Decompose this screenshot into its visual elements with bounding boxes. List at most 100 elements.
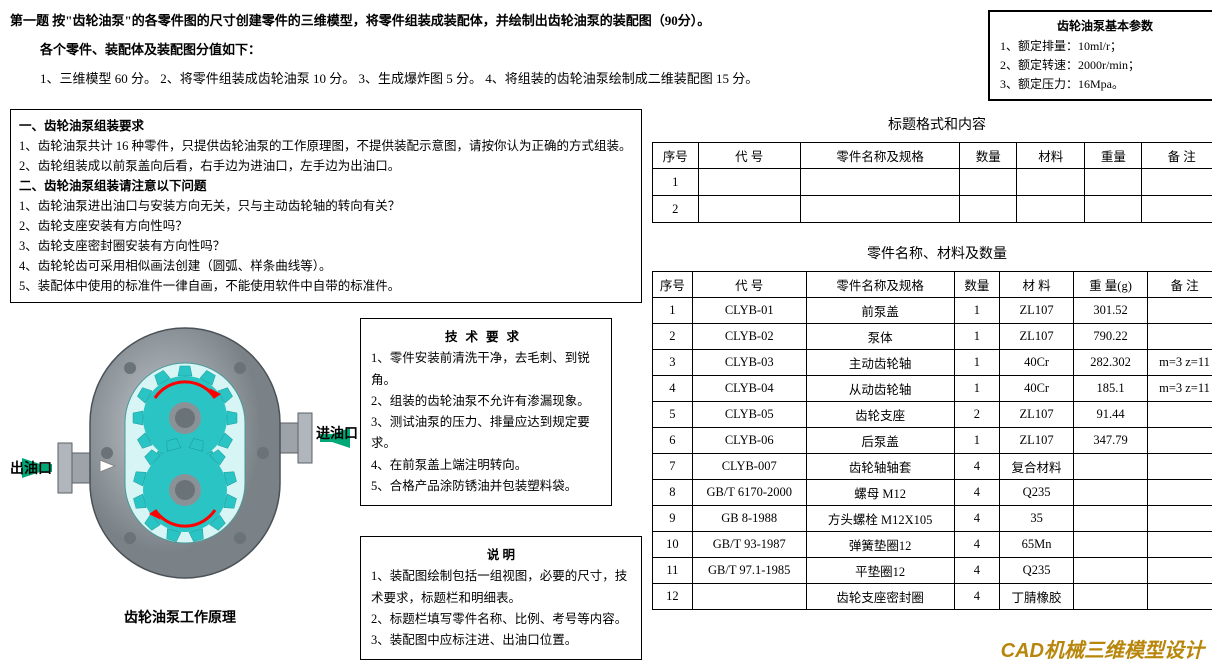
req-r2: 2、齿轮组装成以前泵盖向后看，右手边为进油口，左手边为出油口。	[19, 156, 633, 176]
table-cell: m=3 z=11	[1148, 376, 1212, 402]
table-cell: 方头螺栓 M12X105	[806, 506, 954, 532]
table-header: 序号	[653, 272, 693, 298]
table-row: 7CLYB-007齿轮轴轴套4复合材料	[653, 454, 1212, 480]
table-cell: GB 8-1988	[692, 506, 806, 532]
table-cell: Q235	[1000, 480, 1074, 506]
table-cell: 1	[954, 298, 1000, 324]
param-item: 1、额定排量：10ml/r；	[1000, 37, 1210, 54]
table-header: 材 料	[1000, 272, 1074, 298]
parts-table: 序号代 号零件名称及规格数量材 料重 量(g)备 注 1CLYB-01前泵盖1Z…	[652, 271, 1212, 610]
table-cell: 3	[653, 350, 693, 376]
table-cell	[1148, 428, 1212, 454]
table-cell	[698, 169, 800, 196]
table-cell: 1	[954, 376, 1000, 402]
table-cell: 4	[653, 376, 693, 402]
table-cell: GB/T 93-1987	[692, 532, 806, 558]
table-cell	[1148, 480, 1212, 506]
header: 第一题 按"齿轮油泵"的各零件图的尺寸创建零件的三维模型，将零件组装成装配体，并…	[10, 10, 1212, 101]
table-cell: 弹簧垫圈12	[806, 532, 954, 558]
table-row: 2CLYB-02泵体1ZL107790.22	[653, 324, 1212, 350]
req-q3: 3、齿轮支座密封圈安装有方向性吗？	[19, 236, 633, 256]
table-row: 9GB 8-1988方头螺栓 M12X105435	[653, 506, 1212, 532]
table-header: 数量	[960, 143, 1017, 169]
scoring: 1、三维模型 60 分。 2、将零件组装成齿轮油泵 10 分。 3、生成爆炸图 …	[40, 68, 988, 87]
params-box: 齿轮油泵基本参数 1、额定排量：10ml/r； 2、额定转速：2000r/min…	[988, 10, 1212, 101]
table-row: 6CLYB-06后泵盖1ZL107347.79	[653, 428, 1212, 454]
table-cell: 4	[954, 506, 1000, 532]
table-cell: 1	[653, 298, 693, 324]
parts-table-title: 零件名称、材料及数量	[652, 243, 1212, 263]
table-cell	[1017, 169, 1085, 196]
table-cell: 齿轮轴轴套	[806, 454, 954, 480]
table-row: 8GB/T 6170-2000螺母 M124Q235	[653, 480, 1212, 506]
table-cell	[960, 169, 1017, 196]
table-cell	[1074, 532, 1148, 558]
table-cell: 2	[954, 402, 1000, 428]
table-header: 数量	[954, 272, 1000, 298]
param-item: 3、额定压力：16Mpa。	[1000, 75, 1210, 92]
table-cell	[1142, 196, 1212, 223]
table-cell	[800, 169, 959, 196]
table-cell: 4	[954, 532, 1000, 558]
table-cell: 7	[653, 454, 693, 480]
table-cell: 主动齿轮轴	[806, 350, 954, 376]
table-cell: Q235	[1000, 558, 1074, 584]
table-cell: 2	[653, 196, 699, 223]
table-cell	[1074, 480, 1148, 506]
tech-item: 5、合格产品涂防锈油并包装塑料袋。	[371, 476, 601, 497]
table-cell: 从动齿轮轴	[806, 376, 954, 402]
pump-svg	[10, 318, 350, 598]
table-header: 代 号	[692, 272, 806, 298]
out-label: 出油口	[10, 458, 52, 478]
table-cell: ZL107	[1000, 324, 1074, 350]
table-row: 1	[653, 169, 1212, 196]
req-q5: 5、装配体中使用的标准件一律自画，不能使用软件中自带的标准件。	[19, 276, 633, 296]
watermark: CAD机械三维模型设计	[1001, 634, 1204, 663]
table-cell: CLYB-02	[692, 324, 806, 350]
table-cell: 前泵盖	[806, 298, 954, 324]
table-cell: 齿轮支座密封圈	[806, 584, 954, 610]
table-row: 10GB/T 93-1987弹簧垫圈12465Mn	[653, 532, 1212, 558]
req-t1: 一、齿轮油泵组装要求	[19, 116, 633, 136]
table-cell	[1017, 196, 1085, 223]
req-r1: 1、齿轮油泵共计 16 种零件，只提供齿轮油泵的工作原理图，不提供装配示意图，请…	[19, 136, 633, 156]
table-row: 11GB/T 97.1-1985平垫圈124Q235	[653, 558, 1212, 584]
table-cell	[1148, 532, 1212, 558]
table-cell	[1148, 402, 1212, 428]
tech-item: 4、在前泵盖上端注明转向。	[371, 455, 601, 476]
table-cell: 1	[954, 428, 1000, 454]
table-cell	[1148, 298, 1212, 324]
table-cell	[1074, 454, 1148, 480]
table-cell: 5	[653, 402, 693, 428]
table-header: 重 量(g)	[1074, 272, 1148, 298]
table-cell: 790.22	[1074, 324, 1148, 350]
q-prefix: 第一题	[10, 13, 49, 28]
title-table: 序号代 号零件名称及规格数量材料重量备 注 12	[652, 142, 1212, 223]
req-q1: 1、齿轮油泵进出油口与安装方向无关，只与主动齿轮轴的转向有关？	[19, 196, 633, 216]
table-cell: 347.79	[1074, 428, 1148, 454]
table-cell: 9	[653, 506, 693, 532]
table-cell	[692, 584, 806, 610]
table-cell	[800, 196, 959, 223]
table-cell: 8	[653, 480, 693, 506]
table-cell	[1074, 558, 1148, 584]
table-cell: 185.1	[1074, 376, 1148, 402]
pump-diagram: 出油口 进油口	[10, 318, 350, 628]
subheading: 各个零件、装配体及装配图分值如下：	[40, 39, 988, 58]
param-item: 2、额定转速：2000r/min；	[1000, 56, 1210, 73]
table-header: 材料	[1017, 143, 1085, 169]
table-row: 4CLYB-04从动齿轮轴140Cr185.1m=3 z=11	[653, 376, 1212, 402]
table-cell: 1	[954, 324, 1000, 350]
table-cell: 65Mn	[1000, 532, 1074, 558]
table-cell	[960, 196, 1017, 223]
table-cell: ZL107	[1000, 298, 1074, 324]
table-cell: 螺母 M12	[806, 480, 954, 506]
table-cell: GB/T 97.1-1985	[692, 558, 806, 584]
table-cell: m=3 z=11	[1148, 350, 1212, 376]
table-cell: ZL107	[1000, 428, 1074, 454]
tech-title: 技术要求	[371, 327, 601, 348]
explain-item: 3、装配图中应标注进、出油口位置。	[371, 630, 631, 651]
table-row: 5CLYB-05齿轮支座2ZL10791.44	[653, 402, 1212, 428]
table-cell: 40Cr	[1000, 350, 1074, 376]
table-header: 备 注	[1148, 272, 1212, 298]
